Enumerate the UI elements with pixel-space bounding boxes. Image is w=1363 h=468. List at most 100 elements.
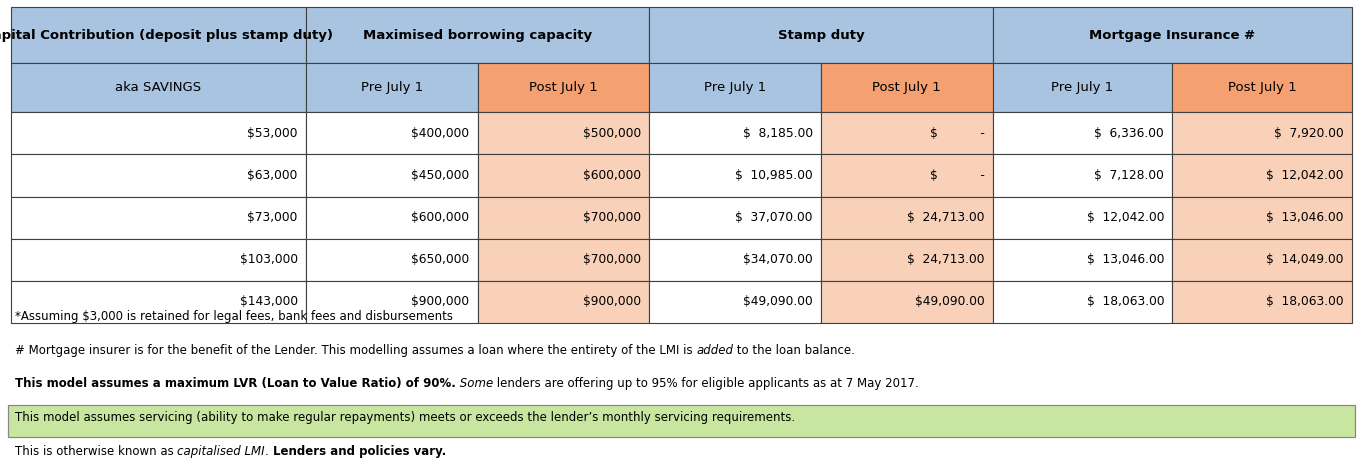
Text: $53,000: $53,000	[247, 127, 297, 140]
Bar	[477, 63, 649, 112]
Text: Pre July 1: Pre July 1	[1051, 81, 1114, 94]
Bar	[11, 63, 305, 112]
Text: $  13,046.00: $ 13,046.00	[1266, 211, 1344, 224]
Text: Pre July 1: Pre July 1	[705, 81, 766, 94]
Text: $  12,042.00: $ 12,042.00	[1086, 211, 1164, 224]
Bar	[477, 197, 649, 239]
Text: This model assumes servicing (ability to make regular repayments) meets or excee: This model assumes servicing (ability to…	[15, 411, 795, 424]
Text: .: .	[266, 445, 273, 458]
Bar	[649, 154, 821, 197]
Text: This model assumes a maximum LVR (Loan to Value Ratio) of 90%.: This model assumes a maximum LVR (Loan t…	[15, 377, 455, 390]
Text: $           -: $ -	[930, 127, 984, 140]
Text: Capital Contribution (deposit plus stamp duty): Capital Contribution (deposit plus stamp…	[0, 29, 334, 42]
Text: $  18,063.00: $ 18,063.00	[1086, 295, 1164, 308]
Bar	[11, 197, 305, 239]
Text: Post July 1: Post July 1	[872, 81, 942, 94]
Bar	[477, 154, 649, 197]
Bar	[992, 112, 1172, 154]
Bar	[305, 197, 477, 239]
Bar	[1172, 63, 1352, 112]
Text: $  7,128.00: $ 7,128.00	[1094, 169, 1164, 182]
Text: $  7,920.00: $ 7,920.00	[1274, 127, 1344, 140]
Bar	[821, 112, 992, 154]
Text: $700,000: $700,000	[583, 211, 641, 224]
Bar	[992, 197, 1172, 239]
Text: added: added	[696, 344, 733, 357]
Bar	[821, 154, 992, 197]
Bar	[821, 239, 992, 281]
Text: Lenders and policies vary.: Lenders and policies vary.	[273, 445, 446, 458]
Text: Post July 1: Post July 1	[529, 81, 598, 94]
Bar	[992, 239, 1172, 281]
Text: $  13,046.00: $ 13,046.00	[1086, 253, 1164, 266]
Text: *Assuming $3,000 is retained for legal fees, bank fees and disbursements: *Assuming $3,000 is retained for legal f…	[15, 310, 453, 323]
Text: to the loan balance.: to the loan balance.	[733, 344, 855, 357]
Bar	[305, 281, 477, 323]
Text: lenders are offering up to 95% for eligible applicants as at 7 May 2017.: lenders are offering up to 95% for eligi…	[493, 377, 919, 390]
Text: $  14,049.00: $ 14,049.00	[1266, 253, 1344, 266]
Text: $           -: $ -	[930, 169, 984, 182]
Bar	[992, 7, 1352, 63]
Bar	[8, 405, 1355, 438]
Bar	[649, 197, 821, 239]
Text: $600,000: $600,000	[412, 211, 469, 224]
Bar	[477, 239, 649, 281]
Text: Pre July 1: Pre July 1	[361, 81, 423, 94]
Bar	[1172, 112, 1352, 154]
Text: $  8,185.00: $ 8,185.00	[743, 127, 812, 140]
Bar	[305, 239, 477, 281]
Bar	[305, 63, 477, 112]
Bar	[649, 239, 821, 281]
Bar	[649, 7, 992, 63]
Bar	[649, 281, 821, 323]
Text: Stamp duty: Stamp duty	[778, 29, 864, 42]
Bar	[477, 281, 649, 323]
Text: $700,000: $700,000	[583, 253, 641, 266]
Text: $900,000: $900,000	[583, 295, 641, 308]
Text: $500,000: $500,000	[583, 127, 641, 140]
Text: $49,090.00: $49,090.00	[915, 295, 984, 308]
Bar	[1172, 154, 1352, 197]
Text: $  18,063.00: $ 18,063.00	[1266, 295, 1344, 308]
Text: $73,000: $73,000	[248, 211, 297, 224]
Bar	[992, 281, 1172, 323]
Bar	[821, 63, 992, 112]
Text: Mortgage Insurance #: Mortgage Insurance #	[1089, 29, 1255, 42]
Text: $400,000: $400,000	[412, 127, 469, 140]
Text: $  24,713.00: $ 24,713.00	[906, 253, 984, 266]
Text: $  10,985.00: $ 10,985.00	[735, 169, 812, 182]
Text: aka SAVINGS: aka SAVINGS	[116, 81, 202, 94]
Text: Post July 1: Post July 1	[1228, 81, 1296, 94]
Text: $600,000: $600,000	[583, 169, 641, 182]
Bar	[1172, 197, 1352, 239]
Bar	[1172, 239, 1352, 281]
Text: $450,000: $450,000	[412, 169, 469, 182]
Text: Some: Some	[455, 377, 493, 390]
Text: $  12,042.00: $ 12,042.00	[1266, 169, 1344, 182]
Text: $  24,713.00: $ 24,713.00	[906, 211, 984, 224]
Bar	[11, 154, 305, 197]
Text: $900,000: $900,000	[412, 295, 469, 308]
Text: $143,000: $143,000	[240, 295, 297, 308]
Bar	[649, 112, 821, 154]
Bar	[649, 63, 821, 112]
Bar	[11, 112, 305, 154]
Text: $650,000: $650,000	[412, 253, 469, 266]
Bar	[305, 7, 649, 63]
Bar	[11, 281, 305, 323]
Text: $  6,336.00: $ 6,336.00	[1094, 127, 1164, 140]
Text: $  37,070.00: $ 37,070.00	[735, 211, 812, 224]
Bar	[11, 7, 305, 63]
Text: capitalised LMI: capitalised LMI	[177, 445, 266, 458]
Bar	[821, 281, 992, 323]
Text: # Mortgage insurer is for the benefit of the Lender. This modelling assumes a lo: # Mortgage insurer is for the benefit of…	[15, 344, 696, 357]
Text: Maximised borrowing capacity: Maximised borrowing capacity	[363, 29, 592, 42]
Bar	[305, 154, 477, 197]
Text: $34,070.00: $34,070.00	[743, 253, 812, 266]
Bar	[821, 197, 992, 239]
Bar	[305, 112, 477, 154]
Bar	[11, 239, 305, 281]
Text: $103,000: $103,000	[240, 253, 297, 266]
Bar	[992, 154, 1172, 197]
Text: $49,090.00: $49,090.00	[743, 295, 812, 308]
